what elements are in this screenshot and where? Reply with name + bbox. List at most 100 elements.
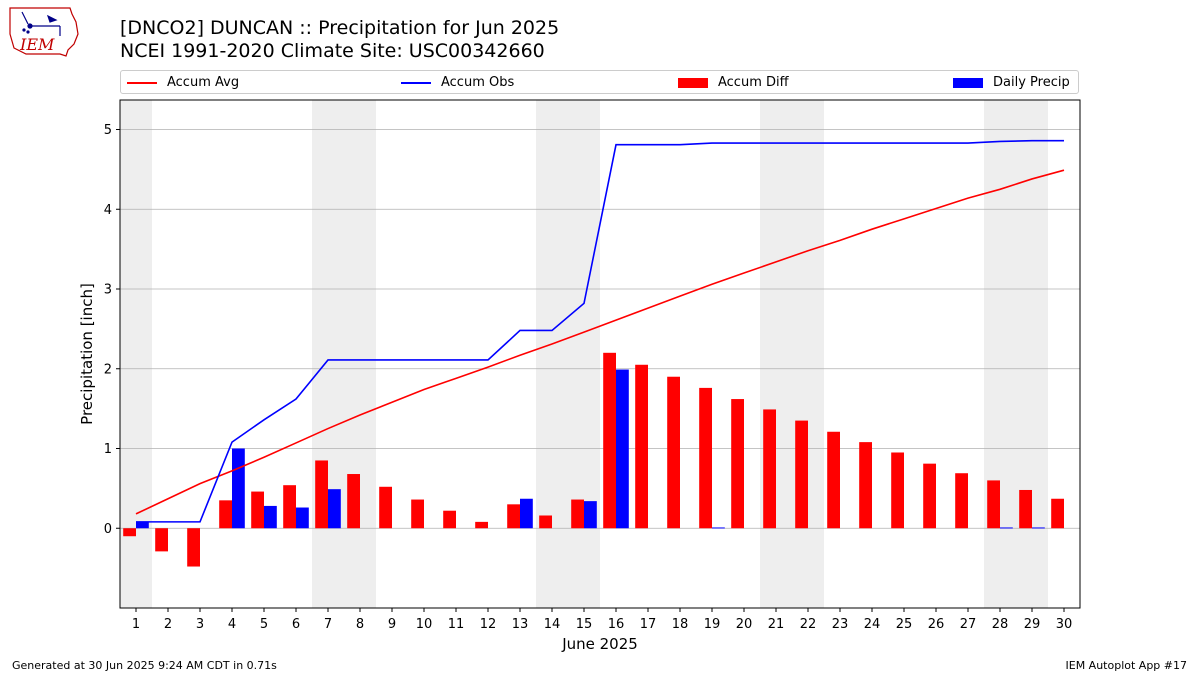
x-tick-label: 15 bbox=[576, 617, 593, 632]
x-tick-label: 24 bbox=[864, 617, 881, 632]
x-tick-label: 30 bbox=[1056, 617, 1073, 632]
diff-bar bbox=[539, 515, 552, 529]
weekend-band bbox=[760, 100, 792, 608]
daily-bar bbox=[136, 521, 149, 529]
x-tick-label: 16 bbox=[608, 617, 625, 632]
diff-bar bbox=[379, 486, 392, 529]
x-tick-label: 23 bbox=[832, 617, 849, 632]
x-tick-label: 9 bbox=[388, 617, 396, 632]
diff-bar bbox=[891, 452, 904, 529]
legend-label-accum-obs: Accum Obs bbox=[441, 75, 515, 90]
weekend-band bbox=[344, 100, 376, 608]
diff-bar bbox=[1051, 498, 1064, 529]
daily-bar bbox=[232, 448, 245, 529]
y-tick-label: 3 bbox=[104, 283, 112, 298]
daily-bar bbox=[1032, 527, 1045, 529]
chart-subtitle: NCEI 1991-2020 Climate Site: USC00342660 bbox=[120, 40, 545, 62]
daily-bar bbox=[328, 489, 341, 529]
x-tick-label: 11 bbox=[448, 617, 465, 632]
y-axis-label: Precipitation [inch] bbox=[78, 283, 96, 425]
daily-bar bbox=[296, 507, 309, 529]
diff-bar bbox=[475, 521, 488, 529]
diff-bar bbox=[443, 510, 456, 529]
x-tick-label: 1 bbox=[132, 617, 140, 632]
legend-item-accum-avg: Accum Avg bbox=[127, 74, 239, 91]
diff-bar bbox=[187, 528, 200, 567]
footer-generated: Generated at 30 Jun 2025 9:24 AM CDT in … bbox=[12, 659, 277, 672]
x-tick-label: 26 bbox=[928, 617, 945, 632]
y-tick-label: 1 bbox=[104, 442, 112, 457]
diff-bar bbox=[123, 528, 136, 537]
x-tick-label: 10 bbox=[416, 617, 433, 632]
diff-bar bbox=[827, 431, 840, 529]
x-tick-label: 7 bbox=[324, 617, 332, 632]
x-tick-label: 13 bbox=[512, 617, 529, 632]
diff-bar bbox=[219, 500, 232, 529]
weekend-band bbox=[312, 100, 344, 608]
diff-bar bbox=[667, 376, 680, 529]
diff-bar bbox=[283, 485, 296, 529]
x-tick-label: 17 bbox=[640, 617, 657, 632]
daily-bar bbox=[1000, 527, 1013, 529]
x-tick-label: 20 bbox=[736, 617, 753, 632]
x-axis-label: June 2025 bbox=[561, 635, 638, 653]
x-tick-label: 2 bbox=[164, 617, 172, 632]
diff-bar bbox=[987, 480, 1000, 529]
x-tick-label: 8 bbox=[356, 617, 364, 632]
diff-bar bbox=[251, 491, 264, 529]
accum-avg-line bbox=[135, 169, 1065, 515]
daily-bar bbox=[616, 369, 629, 529]
x-tick-label: 14 bbox=[544, 617, 561, 632]
diff-bar bbox=[155, 528, 168, 552]
x-tick-label: 5 bbox=[260, 617, 268, 632]
diff-bar bbox=[411, 499, 424, 529]
plot-frame bbox=[119, 99, 1081, 609]
y-tick-label: 4 bbox=[104, 203, 112, 218]
y-tick-label: 5 bbox=[104, 123, 112, 138]
diff-bar bbox=[731, 399, 744, 529]
diff-bar bbox=[315, 460, 328, 529]
daily-bar bbox=[264, 505, 277, 529]
chart-title: [DNCO2] DUNCAN :: Precipitation for Jun … bbox=[120, 17, 560, 39]
legend: Accum Avg Accum Obs Accum Diff Daily Pre… bbox=[120, 70, 1079, 94]
legend-label-daily-precip: Daily Precip bbox=[993, 75, 1070, 90]
diff-bar bbox=[1019, 489, 1032, 529]
daily-bar bbox=[712, 527, 725, 529]
y-tick-label: 2 bbox=[104, 362, 112, 377]
accum-obs-line bbox=[136, 139, 1064, 523]
diff-bar bbox=[571, 499, 584, 529]
diff-bar bbox=[699, 387, 712, 529]
x-tick-label: 18 bbox=[672, 617, 689, 632]
diff-bar bbox=[955, 473, 968, 529]
legend-label-accum-avg: Accum Avg bbox=[167, 75, 240, 90]
diff-bar bbox=[635, 364, 648, 529]
weekend-band bbox=[568, 100, 600, 608]
weekend-band bbox=[984, 100, 1016, 608]
diff-bar bbox=[923, 463, 936, 529]
iem-logo: IEM bbox=[9, 7, 79, 57]
x-tick-label: 6 bbox=[292, 617, 300, 632]
logo-text: IEM bbox=[19, 35, 55, 54]
diff-bar bbox=[347, 474, 360, 529]
x-tick-label: 21 bbox=[768, 617, 785, 632]
x-tick-label: 22 bbox=[800, 617, 817, 632]
x-tick-label: 29 bbox=[1024, 617, 1041, 632]
diff-bar bbox=[507, 504, 520, 529]
diff-bar bbox=[763, 409, 776, 529]
y-tick-label: 0 bbox=[104, 522, 112, 537]
x-tick-label: 3 bbox=[196, 617, 204, 632]
legend-item-accum-obs: Accum Obs bbox=[401, 74, 514, 91]
x-tick-label: 19 bbox=[704, 617, 721, 632]
x-tick-label: 27 bbox=[960, 617, 977, 632]
legend-item-daily-precip: Daily Precip bbox=[953, 74, 1070, 91]
x-tick-label: 4 bbox=[228, 617, 236, 632]
weekend-band bbox=[792, 100, 824, 608]
x-tick-label: 28 bbox=[992, 617, 1009, 632]
legend-swatch-accum-obs bbox=[401, 81, 431, 84]
daily-bar bbox=[520, 498, 533, 529]
weekend-band bbox=[536, 100, 568, 608]
diff-bar bbox=[859, 442, 872, 529]
legend-swatch-accum-avg bbox=[127, 81, 157, 84]
legend-swatch-accum-diff bbox=[678, 77, 708, 88]
